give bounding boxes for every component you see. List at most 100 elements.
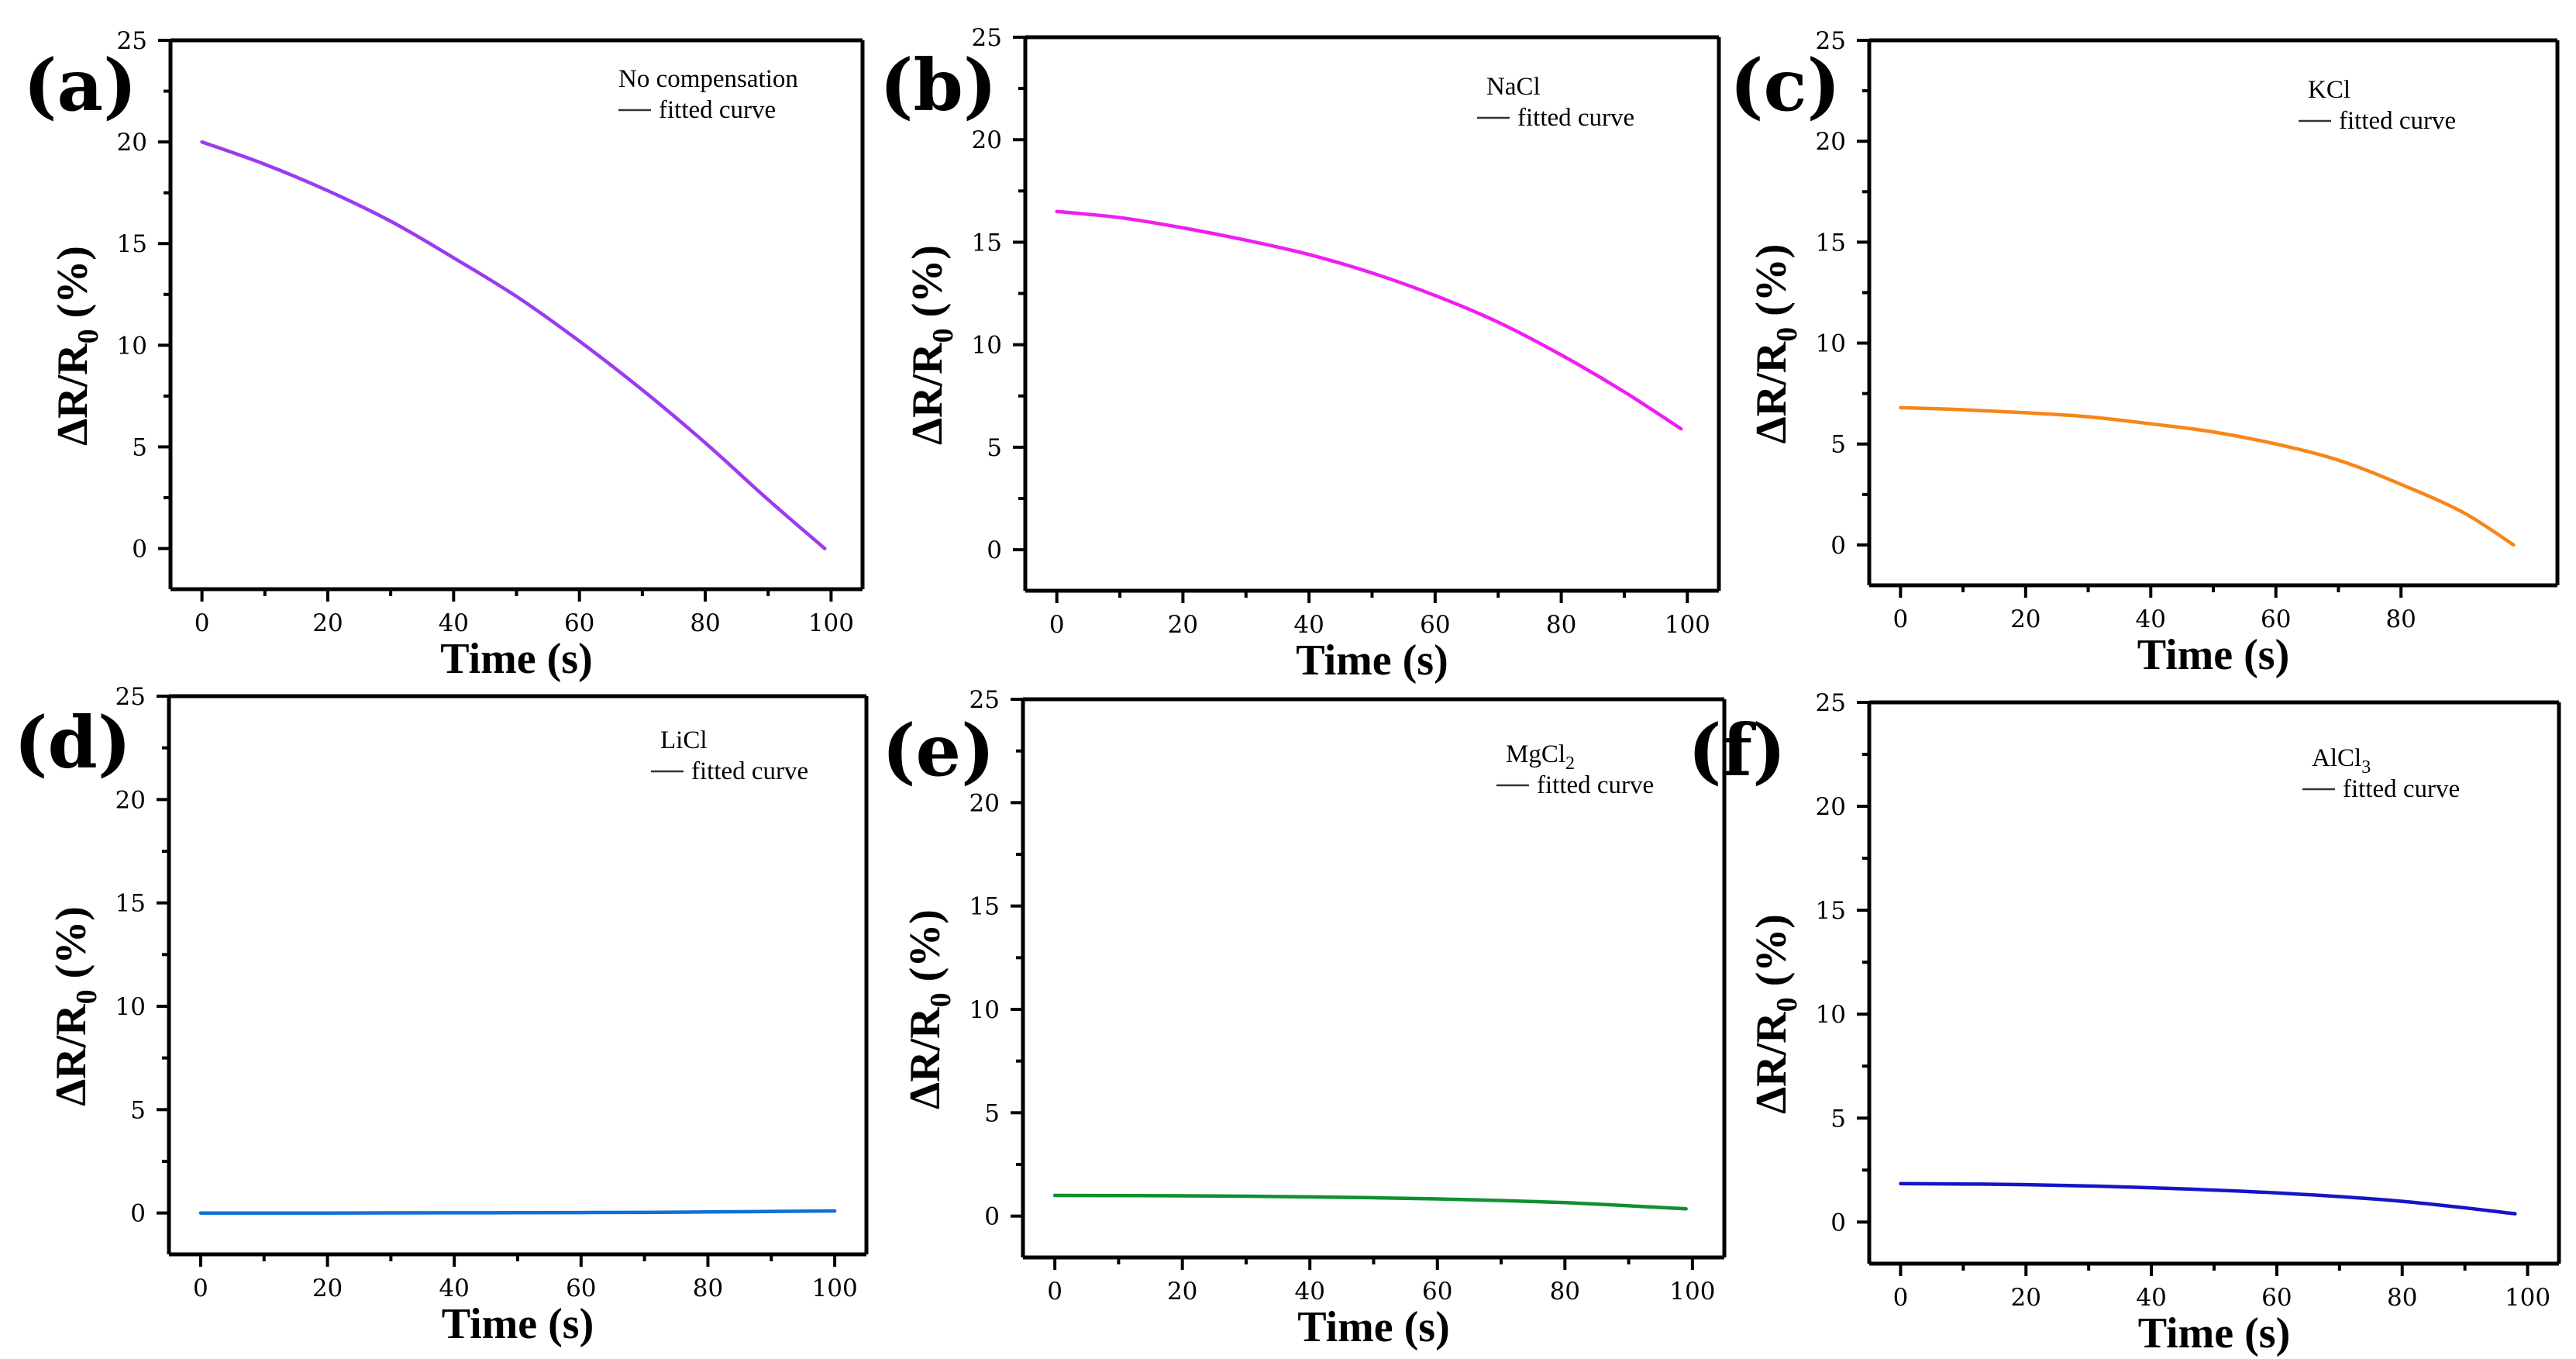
x-axis-title: Time (s) xyxy=(442,1300,594,1348)
x-tick-label: 40 xyxy=(1293,611,1324,639)
x-tick-label: 100 xyxy=(2505,1284,2550,1312)
y-tick-label: 10 xyxy=(117,332,147,360)
legend-line-label: fitted curve xyxy=(1537,771,1654,799)
x-axis-title: Time (s) xyxy=(1297,1303,1450,1351)
y-tick-label: 10 xyxy=(1816,1001,1846,1029)
x-tick-label: 60 xyxy=(1422,1278,1452,1306)
legend: No compensation fitted curve xyxy=(618,65,798,124)
x-tick-label: 40 xyxy=(1295,1278,1325,1306)
panel-label: (e) xyxy=(882,709,995,792)
y-tick-label: 20 xyxy=(1816,793,1846,821)
y-tick-label: 25 xyxy=(972,24,1002,52)
series-line xyxy=(1055,209,1683,431)
y-axis-title: ΔR/R0 (%) xyxy=(904,245,959,445)
x-tick-label: 40 xyxy=(439,1274,469,1302)
legend-line-label: fitted curve xyxy=(659,96,776,124)
x-axis-title: Time (s) xyxy=(2138,1309,2291,1357)
x-tick-label: 80 xyxy=(2387,1284,2417,1312)
legend-title: LiCl xyxy=(660,726,708,754)
panel-e: 0 20 40 60 80 100 0 5 10 15 20 25 Time (s) ΔR/R0 (%) (… xyxy=(882,686,1727,1351)
x-tick-label: 0 xyxy=(1049,611,1065,639)
y-tick-label: 15 xyxy=(969,893,1000,921)
panel-label: (b) xyxy=(880,43,997,127)
y-tick-label: 0 xyxy=(1830,1209,1846,1237)
x-tick-label: 0 xyxy=(1893,1284,1909,1312)
y-tick-label: 15 xyxy=(115,890,146,918)
x-tick-label: 40 xyxy=(439,609,469,637)
series-line xyxy=(1899,1181,2517,1216)
x-tick-label: 100 xyxy=(812,1274,858,1302)
y-tick-label: 0 xyxy=(130,1200,146,1228)
legend-line-label: fitted curve xyxy=(2343,775,2460,803)
x-tick-label: 60 xyxy=(2261,605,2291,633)
panel-label: (a) xyxy=(23,43,137,127)
series-line xyxy=(1899,405,2516,547)
x-tick-label: 80 xyxy=(1546,611,1576,639)
y-tick-label: 15 xyxy=(1816,897,1846,925)
x-tick-label: 20 xyxy=(2011,1284,2041,1312)
y-tick-label: 0 xyxy=(987,536,1002,564)
y-tick-label: 5 xyxy=(132,433,147,461)
x-tick-label: 60 xyxy=(2261,1284,2292,1312)
series-line xyxy=(1052,1193,1688,1211)
y-tick-label: 5 xyxy=(1830,1105,1846,1133)
legend-title: NaCl xyxy=(1486,73,1541,101)
y-tick-label: 20 xyxy=(969,789,1000,817)
y-axis-title: ΔR/R0 (%) xyxy=(49,246,105,446)
legend: NaCl fitted curve xyxy=(1477,73,1634,132)
panel-c: 0 20 40 60 80 0 5 10 15 20 25 Time (s) ΔR/R0 (%) (c) K… xyxy=(1730,27,2560,679)
x-tick-label: 20 xyxy=(1168,611,1198,639)
y-tick-label: 15 xyxy=(117,230,147,258)
y-tick-label: 5 xyxy=(984,1099,1000,1127)
y-tick-label: 25 xyxy=(1816,27,1846,55)
x-tick-label: 20 xyxy=(312,1274,343,1302)
y-tick-label: 20 xyxy=(972,126,1002,154)
x-axis-title: Time (s) xyxy=(1296,636,1448,685)
x-tick-label: 40 xyxy=(2136,1284,2166,1312)
y-tick-label: 0 xyxy=(132,536,147,564)
legend: KCl fitted curve xyxy=(2299,76,2456,135)
x-tick-label: 80 xyxy=(1550,1278,1580,1306)
x-tick-label: 20 xyxy=(2010,605,2040,633)
x-tick-label: 40 xyxy=(2136,605,2166,633)
y-tick-label: 15 xyxy=(1816,229,1846,257)
y-tick-label: 10 xyxy=(972,332,1002,360)
legend-title: No compensation xyxy=(618,65,798,93)
x-tick-label: 100 xyxy=(1669,1278,1715,1306)
x-tick-label: 80 xyxy=(693,1274,723,1302)
x-tick-label: 60 xyxy=(566,1274,596,1302)
x-tick-label: 20 xyxy=(312,609,343,637)
y-tick-label: 15 xyxy=(972,229,1002,257)
legend-line-label: fitted curve xyxy=(2339,107,2456,135)
y-tick-label: 5 xyxy=(130,1096,146,1124)
y-axis-title: ΔR/R0 (%) xyxy=(1748,914,1803,1114)
panel-a: 0 20 40 60 80 100 0 5 10 15 20 25 Time (s) ΔR/R0 (%) (… xyxy=(23,27,865,683)
x-tick-label: 0 xyxy=(1047,1278,1062,1306)
y-axis-title: ΔR/R0 (%) xyxy=(47,906,103,1106)
x-tick-label: 0 xyxy=(193,1274,208,1302)
x-tick-label: 0 xyxy=(195,609,210,637)
y-tick-label: 25 xyxy=(115,683,146,711)
x-tick-label: 80 xyxy=(690,609,720,637)
x-tick-label: 80 xyxy=(2385,605,2416,633)
y-tick-label: 0 xyxy=(1830,532,1846,560)
y-tick-label: 20 xyxy=(1816,128,1846,156)
series-line xyxy=(198,1209,837,1215)
panel-b: 0 20 40 60 80 100 0 5 10 15 20 25 Time (s) ΔR/R0 (%) (… xyxy=(880,24,1721,685)
y-tick-label: 10 xyxy=(969,996,1000,1024)
x-axis-title: Time (s) xyxy=(2137,631,2290,679)
legend-title: KCl xyxy=(2308,76,2350,104)
y-tick-label: 20 xyxy=(115,786,146,814)
y-tick-label: 5 xyxy=(987,434,1002,462)
y-tick-label: 25 xyxy=(1816,689,1846,717)
x-tick-label: 100 xyxy=(1665,611,1710,639)
y-tick-label: 5 xyxy=(1830,431,1846,459)
legend-title: MgCl2 xyxy=(1506,740,1575,774)
y-tick-label: 10 xyxy=(1816,330,1846,358)
x-tick-label: 100 xyxy=(808,609,854,637)
legend-line-label: fitted curve xyxy=(1517,104,1634,132)
x-axis-title: Time (s) xyxy=(440,635,593,683)
legend-line-label: fitted curve xyxy=(691,757,808,785)
